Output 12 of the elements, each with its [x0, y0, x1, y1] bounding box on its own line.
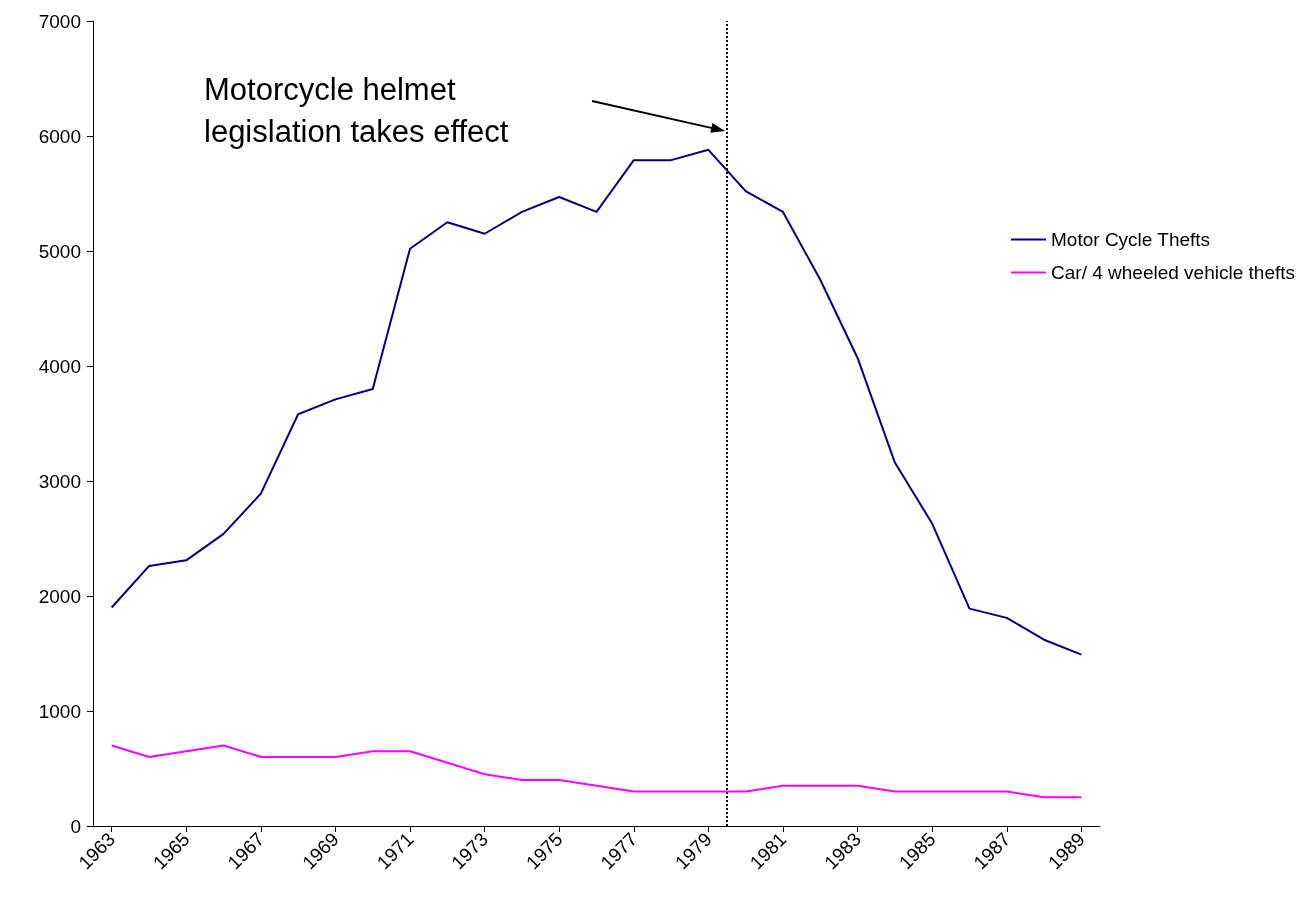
legend-label: Motor Cycle Thefts [1051, 229, 1211, 250]
y-tick-label: 3000 [38, 470, 81, 492]
y-tick-label: 7000 [38, 10, 81, 32]
y-tick-label: 5000 [38, 240, 81, 262]
y-tick-label: 1000 [38, 700, 81, 722]
y-tick-label: 6000 [38, 125, 81, 147]
y-tick-label: 0 [70, 815, 81, 837]
line-series [110, 744, 1083, 799]
annotation: Motorcycle helmet legislation takes effect [204, 71, 509, 149]
y-tick-label: 2000 [38, 585, 81, 607]
y-tick-label: 4000 [38, 355, 81, 377]
legend-label: Car/ 4 wheeled vehicle thefts [1051, 262, 1295, 283]
